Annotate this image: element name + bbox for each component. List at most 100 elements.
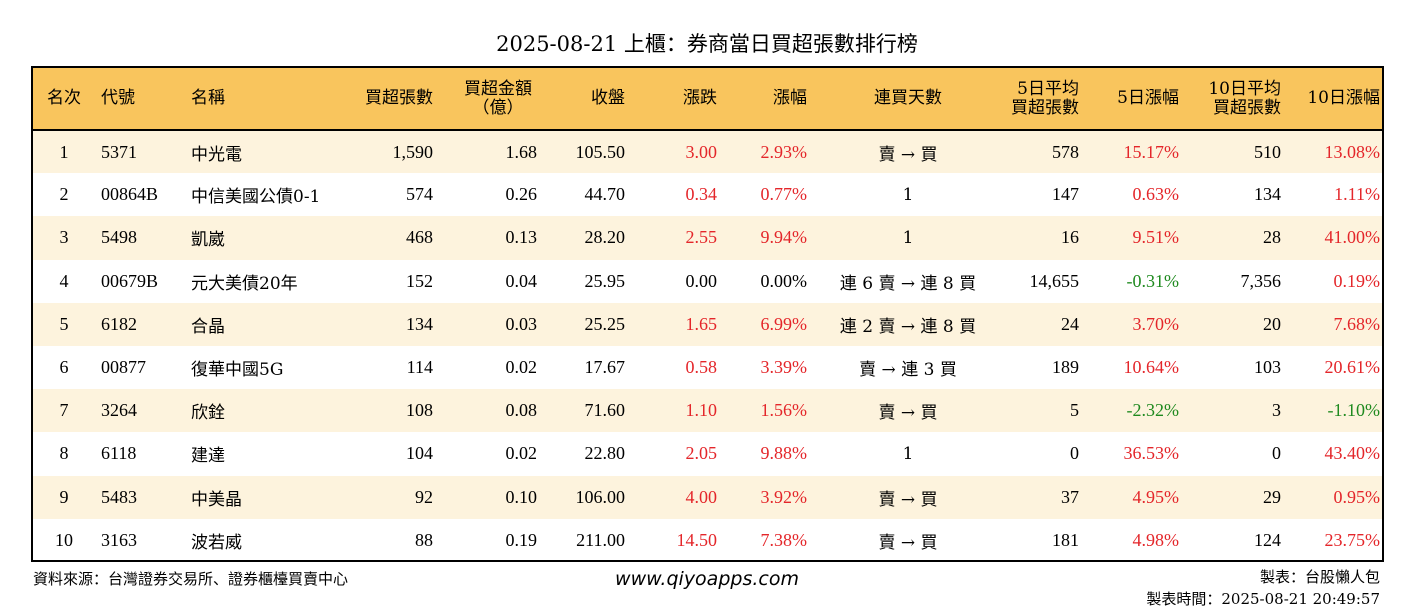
- cell-pct10: 1.11%: [1334, 184, 1380, 205]
- header-avg10-line2: 買超張數: [1213, 97, 1281, 118]
- cell-rank: 1: [59, 141, 69, 162]
- cell-avg10: 20: [1263, 313, 1281, 334]
- cell-amount: 0.02: [505, 357, 538, 378]
- cell-pct: 6.99%: [760, 313, 808, 334]
- cell-days: 1: [902, 443, 914, 464]
- header-avg10-line1: 10日平均: [1208, 78, 1281, 99]
- cell-name: 中信美國公債0-1: [191, 187, 321, 208]
- cell-pct10: 41.00%: [1324, 227, 1381, 248]
- cell-avg10: 28: [1263, 227, 1281, 248]
- cell-change: 1.10: [685, 400, 718, 421]
- cell-net-buy-lots: 152: [406, 270, 433, 291]
- cell-pct: 1.56%: [760, 400, 808, 421]
- cell-rank: 10: [55, 529, 73, 550]
- header-avg5-line2: 買超張數: [1011, 97, 1079, 118]
- table-row: 8 6118 建達 104 0.02 22.80 2.05 9.88% 1 0 …: [33, 432, 1382, 476]
- cell-avg5: 181: [1052, 529, 1079, 550]
- cell-pct5: 10.64%: [1123, 357, 1180, 378]
- cell-rank: 2: [59, 184, 69, 205]
- header-close: 收盤: [591, 88, 625, 108]
- cell-close: 71.60: [584, 400, 626, 421]
- cell-avg10: 29: [1263, 486, 1281, 507]
- cell-amount: 0.26: [505, 184, 538, 205]
- header-amount-line2: （億）: [472, 97, 524, 118]
- header-amount-line1: 買超金額: [464, 78, 532, 99]
- cell-days: 1: [902, 227, 914, 248]
- cell-avg5: 24: [1061, 313, 1079, 334]
- header-days: 連買天數: [874, 88, 942, 108]
- cell-pct: 9.88%: [760, 443, 808, 464]
- cell-code: 5371: [101, 141, 137, 162]
- cell-amount: 0.19: [505, 529, 538, 550]
- header-pct: 漲幅: [773, 88, 807, 108]
- cell-pct5: -0.31%: [1126, 270, 1180, 291]
- cell-pct5: 0.63%: [1132, 184, 1180, 205]
- cell-pct10: 43.40%: [1324, 443, 1381, 464]
- cell-close: 44.70: [584, 184, 626, 205]
- ranking-table: 名次 代號 名稱 買超張數 買超金額 （億） 收盤 漲跌 漲幅 連買天數 5日平…: [33, 68, 1382, 560]
- cell-avg5: 147: [1052, 184, 1079, 205]
- cell-close: 211.00: [576, 529, 625, 550]
- cell-avg10: 103: [1254, 357, 1281, 378]
- cell-pct5: 4.98%: [1132, 529, 1180, 550]
- cell-pct10: 20.61%: [1324, 357, 1381, 378]
- header-change: 漲跌: [683, 88, 717, 108]
- cell-days: 賣 → 買: [878, 403, 938, 424]
- cell-pct10: -1.10%: [1327, 400, 1381, 421]
- cell-rank: 8: [59, 443, 69, 464]
- cell-pct10: 0.19%: [1333, 270, 1381, 291]
- cell-pct: 3.92%: [760, 486, 808, 507]
- cell-pct: 0.77%: [760, 184, 808, 205]
- table-row: 4 00679B 元大美債20年 152 0.04 25.95 0.00 0.0…: [33, 259, 1382, 303]
- cell-avg5: 578: [1052, 141, 1079, 162]
- cell-pct: 0.00%: [760, 270, 808, 291]
- cell-net-buy-lots: 114: [406, 357, 433, 378]
- cell-close: 22.80: [584, 443, 626, 464]
- cell-avg10: 7,356: [1240, 270, 1282, 291]
- cell-net-buy-lots: 104: [406, 443, 433, 464]
- cell-rank: 7: [59, 400, 69, 421]
- cell-change: 4.00: [685, 486, 718, 507]
- cell-pct5: 36.53%: [1123, 443, 1180, 464]
- cell-close: 25.95: [584, 270, 626, 291]
- cell-days: 連 2 賣 → 連 8 買: [839, 316, 977, 337]
- cell-net-buy-lots: 88: [415, 529, 433, 550]
- page-title: 2025-08-21 上櫃：券商當日買超張數排行榜: [496, 32, 918, 56]
- cell-code: 5483: [101, 486, 137, 507]
- cell-name: 建達: [191, 446, 225, 467]
- cell-pct5: 3.70%: [1132, 313, 1180, 334]
- cell-rank: 4: [59, 270, 69, 291]
- cell-code: 6182: [101, 313, 137, 334]
- cell-amount: 0.02: [505, 443, 538, 464]
- header-avg5: 5日平均 買超張數: [1003, 68, 1085, 130]
- cell-change: 2.05: [685, 443, 718, 464]
- table-header: 名次 代號 名稱 買超張數 買超金額 （億） 收盤 漲跌 漲幅 連買天數 5日平…: [33, 68, 1382, 130]
- cell-change: 0.34: [685, 184, 718, 205]
- cell-avg5: 16: [1061, 227, 1079, 248]
- cell-name: 中美晶: [191, 489, 242, 510]
- cell-pct: 9.94%: [760, 227, 808, 248]
- cell-pct10: 7.68%: [1333, 313, 1381, 334]
- table-row: 6 00877 復華中國5G 114 0.02 17.67 0.58 3.39%…: [33, 345, 1382, 390]
- cell-pct: 3.39%: [760, 357, 808, 378]
- cell-rank: 9: [59, 486, 69, 507]
- header-pct10: 10日漲幅: [1307, 88, 1380, 108]
- cell-amount: 0.04: [505, 270, 538, 291]
- cell-amount: 1.68: [505, 141, 538, 162]
- cell-code: 6118: [101, 443, 137, 464]
- cell-pct5: 9.51%: [1132, 227, 1180, 248]
- cell-avg5: 0: [1070, 443, 1079, 464]
- website-link[interactable]: www.qiyoapps.com: [615, 568, 799, 590]
- data-source: 資料來源：台灣證券交易所、證券櫃檯買賣中心: [33, 570, 349, 588]
- cell-days: 連 6 賣 → 連 8 買: [839, 273, 977, 294]
- cell-change: 1.65: [685, 313, 718, 334]
- cell-pct5: -2.32%: [1126, 400, 1180, 421]
- cell-close: 17.67: [584, 357, 626, 378]
- cell-code: 00864B: [101, 184, 159, 205]
- header-rank: 名次: [47, 88, 81, 108]
- cell-pct5: 15.17%: [1123, 141, 1180, 162]
- cell-days: 賣 → 買: [878, 532, 938, 553]
- cell-pct: 7.38%: [760, 529, 808, 550]
- cell-avg10: 124: [1254, 529, 1281, 550]
- cell-net-buy-lots: 92: [415, 486, 433, 507]
